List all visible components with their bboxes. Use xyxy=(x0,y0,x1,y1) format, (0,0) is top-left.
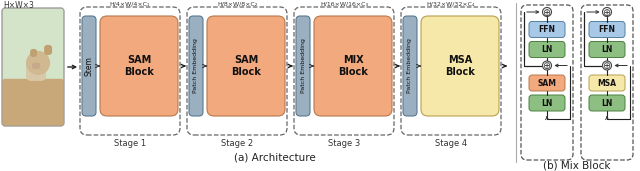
Text: $\oplus$: $\oplus$ xyxy=(602,60,612,71)
Circle shape xyxy=(543,61,552,70)
Text: H/8×W/8×C₂: H/8×W/8×C₂ xyxy=(217,2,257,6)
Text: Patch Embedding: Patch Embedding xyxy=(301,39,305,93)
FancyBboxPatch shape xyxy=(529,42,565,57)
Text: H/32×W/32×C₄: H/32×W/32×C₄ xyxy=(427,2,476,6)
FancyBboxPatch shape xyxy=(589,75,625,91)
FancyBboxPatch shape xyxy=(529,75,565,91)
Text: Stage 4: Stage 4 xyxy=(435,139,467,148)
FancyBboxPatch shape xyxy=(32,63,40,69)
Text: Stage 3: Stage 3 xyxy=(328,139,360,148)
Text: LN: LN xyxy=(541,98,553,108)
FancyBboxPatch shape xyxy=(189,16,203,116)
FancyBboxPatch shape xyxy=(30,49,37,57)
Text: Patch Embedding: Patch Embedding xyxy=(193,39,198,93)
Text: LN: LN xyxy=(541,45,553,54)
FancyBboxPatch shape xyxy=(296,16,310,116)
FancyBboxPatch shape xyxy=(529,95,565,111)
Text: (a) Architecture: (a) Architecture xyxy=(234,152,316,162)
Text: SAM
Block: SAM Block xyxy=(124,55,154,77)
Text: Stem: Stem xyxy=(84,56,93,76)
Text: Patch Embedding: Patch Embedding xyxy=(408,39,413,93)
FancyBboxPatch shape xyxy=(421,16,499,116)
FancyBboxPatch shape xyxy=(589,95,625,111)
Text: H/4×W/4×C₁: H/4×W/4×C₁ xyxy=(109,2,150,6)
FancyBboxPatch shape xyxy=(589,42,625,57)
FancyBboxPatch shape xyxy=(314,16,392,116)
FancyBboxPatch shape xyxy=(529,22,565,37)
Text: FFN: FFN xyxy=(598,25,616,34)
FancyBboxPatch shape xyxy=(2,8,64,126)
Circle shape xyxy=(602,61,611,70)
FancyBboxPatch shape xyxy=(26,59,46,81)
Text: SAM: SAM xyxy=(538,78,557,88)
Text: Stage 2: Stage 2 xyxy=(221,139,253,148)
Text: MSA
Block: MSA Block xyxy=(445,55,475,77)
Text: MSA: MSA xyxy=(598,78,616,88)
Text: Stage 1: Stage 1 xyxy=(114,139,146,148)
FancyBboxPatch shape xyxy=(589,22,625,37)
Text: LN: LN xyxy=(602,45,612,54)
Circle shape xyxy=(543,8,552,16)
Text: H/16×W/16×C₃: H/16×W/16×C₃ xyxy=(320,2,368,6)
FancyBboxPatch shape xyxy=(403,16,417,116)
FancyBboxPatch shape xyxy=(82,16,96,116)
Text: $\oplus$: $\oplus$ xyxy=(542,6,552,17)
Text: MIX
Block: MIX Block xyxy=(338,55,368,77)
Text: FFN: FFN xyxy=(538,25,556,34)
FancyBboxPatch shape xyxy=(100,16,178,116)
Text: (b) Mix Block: (b) Mix Block xyxy=(543,161,611,171)
FancyBboxPatch shape xyxy=(44,45,52,55)
Text: $\oplus$: $\oplus$ xyxy=(542,60,552,71)
FancyBboxPatch shape xyxy=(207,16,285,116)
Text: $\oplus$: $\oplus$ xyxy=(602,6,612,17)
Text: LN: LN xyxy=(602,98,612,108)
Text: H×W×3: H×W×3 xyxy=(3,2,34,10)
Circle shape xyxy=(26,51,50,75)
Circle shape xyxy=(602,8,611,16)
Text: SAM
Block: SAM Block xyxy=(231,55,261,77)
FancyBboxPatch shape xyxy=(2,79,64,126)
